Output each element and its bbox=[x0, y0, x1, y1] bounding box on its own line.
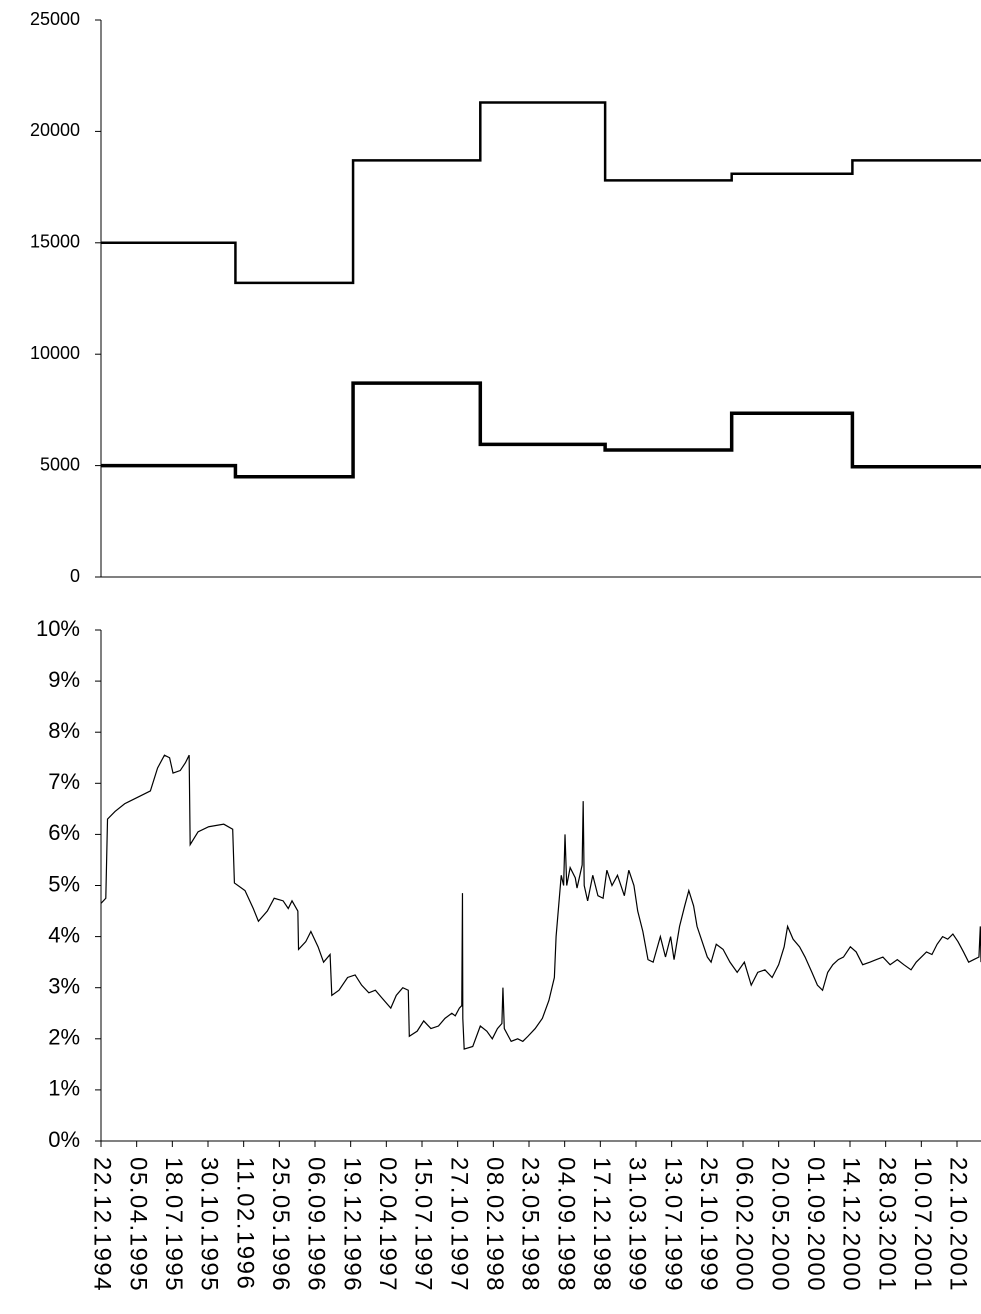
bottom-x-tick-label: 06.02.2000 bbox=[731, 1157, 758, 1292]
bottom-x-tick-label: 25.10.1999 bbox=[695, 1157, 722, 1292]
bottom-y-tick-label: 10% bbox=[36, 616, 80, 641]
bottom-x-tick-label: 06.09.1996 bbox=[303, 1157, 330, 1292]
bottom-y-tick-label: 3% bbox=[48, 974, 80, 999]
bottom-x-tick-label: 22.12.1994 bbox=[89, 1157, 116, 1292]
bottom-x-tick-label: 19.12.1996 bbox=[338, 1157, 365, 1292]
bottom-x-tick-label: 25.05.1996 bbox=[267, 1157, 294, 1292]
bottom-x-tick-label: 02.04.1997 bbox=[374, 1157, 401, 1292]
top-y-tick-label: 15000 bbox=[30, 232, 80, 252]
bottom-x-tick-label: 31.03.1999 bbox=[624, 1157, 651, 1292]
bottom-x-tick-label: 11.02.1996 bbox=[231, 1157, 258, 1290]
bottom-x-tick-label: 27.10.1997 bbox=[445, 1157, 472, 1292]
top-y-tick-label: 20000 bbox=[30, 120, 80, 140]
top-series-2-line bbox=[101, 381, 981, 479]
bottom-y-tick-label: 6% bbox=[48, 820, 80, 845]
bottom-x-tick-label: 17.12.1998 bbox=[588, 1157, 615, 1292]
bottom-y-tick-label: 7% bbox=[48, 769, 80, 794]
bottom-y-tick-label: 5% bbox=[48, 871, 80, 896]
bottom-x-tick-label: 18.07.1995 bbox=[160, 1157, 187, 1292]
bottom-x-tick-label: 23.05.1998 bbox=[517, 1157, 544, 1292]
top-y-tick-label: 5000 bbox=[40, 454, 80, 474]
bottom-x-tick-label: 10.07.2001 bbox=[909, 1157, 936, 1292]
bottom-y-tick-label: 2% bbox=[48, 1025, 80, 1050]
top-y-tick-label: 0 bbox=[70, 566, 80, 586]
bottom-x-tick-label: 28.03.2001 bbox=[873, 1157, 900, 1292]
top-y-tick-label: 25000 bbox=[30, 9, 80, 29]
bottom-x-tick-label: 08.02.1998 bbox=[481, 1157, 508, 1292]
bottom-x-tick-label: 30.10.1995 bbox=[196, 1157, 223, 1292]
top-series-1-line bbox=[101, 101, 981, 285]
bottom-x-tick-label: 13.07.1999 bbox=[659, 1157, 686, 1292]
bottom-y-tick-label: 4% bbox=[48, 922, 80, 947]
bottom-x-tick-label: 14.12.2000 bbox=[838, 1157, 865, 1292]
bottom-y-tick-label: 1% bbox=[48, 1076, 80, 1101]
bottom-x-tick-label: 01.09.2000 bbox=[802, 1157, 829, 1292]
bottom-x-tick-label: 22.10.2001 bbox=[945, 1157, 972, 1292]
bottom-x-tick-label: 05.04.1995 bbox=[124, 1157, 151, 1292]
bottom-y-tick-label: 8% bbox=[48, 718, 80, 743]
bottom-x-tick-label: 15.07.1997 bbox=[410, 1157, 437, 1292]
bottom-x-tick-label: 20.05.2000 bbox=[766, 1157, 793, 1292]
bottom-chart: 0% 1% 2% 3% 4% 5% 6% 7% 8% 9% 10% 22.12.1994 05.04.1… bbox=[36, 616, 981, 1292]
bottom-y-tick-label: 9% bbox=[48, 667, 80, 692]
top-y-tick-label: 10000 bbox=[30, 343, 80, 363]
bottom-x-tick-label: 04.09.1998 bbox=[552, 1157, 579, 1292]
bottom-series-1-line bbox=[100, 754, 981, 1050]
top-chart: 0 5000 10000 15000 20000 25000 bbox=[30, 9, 981, 586]
bottom-y-tick-label: 0% bbox=[48, 1127, 80, 1152]
